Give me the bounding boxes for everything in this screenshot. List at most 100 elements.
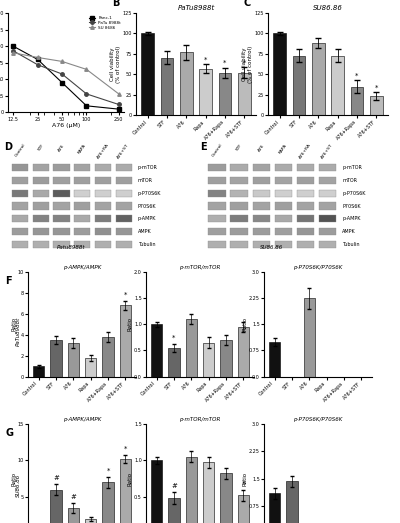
Text: p-AMPK: p-AMPK (138, 217, 156, 221)
Text: #: # (70, 494, 76, 500)
Bar (297, 202, 314, 210)
Bar (208, 202, 226, 210)
Bar (252, 177, 270, 184)
Bar (12, 190, 28, 197)
Bar (116, 190, 132, 197)
Text: E: E (200, 142, 207, 152)
Bar (220, 340, 232, 377)
Y-axis label: Ratio: Ratio (11, 471, 16, 486)
Bar (54, 202, 70, 210)
Bar (274, 164, 292, 171)
Bar (208, 228, 226, 235)
Text: AMPK: AMPK (138, 229, 151, 234)
Bar (252, 241, 270, 248)
Title: SU86.86: SU86.86 (313, 5, 343, 12)
Bar (168, 348, 180, 377)
Text: A76+ST: A76+ST (117, 143, 130, 160)
Bar (12, 228, 28, 235)
Bar (116, 215, 132, 222)
Text: *: * (204, 57, 207, 63)
Bar (161, 58, 173, 115)
Bar (120, 459, 131, 523)
Bar (54, 228, 70, 235)
Bar (74, 202, 90, 210)
Bar (50, 340, 62, 377)
Y-axis label: Cell viability
(% of control): Cell viability (% of control) (110, 46, 121, 83)
Y-axis label: Ratio: Ratio (242, 471, 248, 486)
Bar (116, 164, 132, 171)
Bar (319, 202, 336, 210)
Bar (54, 164, 70, 171)
Bar (54, 190, 70, 197)
Bar (33, 164, 49, 171)
Bar (95, 241, 111, 248)
Y-axis label: Ratio: Ratio (128, 471, 133, 486)
Text: p-mTOR: p-mTOR (342, 165, 362, 170)
Text: #: # (53, 475, 59, 481)
Text: mTOR: mTOR (138, 178, 153, 183)
Bar (102, 337, 114, 377)
Bar (12, 164, 28, 171)
Bar (297, 228, 314, 235)
Bar (274, 202, 292, 210)
Text: G: G (5, 428, 13, 438)
Bar (274, 33, 286, 115)
Bar (12, 202, 28, 210)
Text: *: * (374, 85, 378, 90)
Text: B: B (112, 0, 119, 8)
Text: A76: A76 (257, 143, 265, 152)
Bar (102, 482, 114, 523)
Bar (74, 164, 90, 171)
Bar (33, 241, 49, 248)
Bar (186, 457, 197, 523)
Text: *: * (124, 292, 127, 298)
Bar (116, 202, 132, 210)
Bar (319, 215, 336, 222)
Bar (274, 177, 292, 184)
Bar (168, 498, 180, 523)
Text: AMPK: AMPK (342, 229, 356, 234)
Bar (252, 164, 270, 171)
Bar (252, 202, 270, 210)
Bar (274, 215, 292, 222)
Bar (304, 298, 315, 377)
Text: PaTu8988t: PaTu8988t (16, 316, 20, 346)
Text: *: * (242, 481, 245, 487)
Bar (151, 324, 162, 377)
Bar (370, 96, 382, 115)
Bar (54, 241, 70, 248)
Bar (297, 215, 314, 222)
Text: A76: A76 (58, 143, 66, 152)
Bar (116, 228, 132, 235)
Bar (230, 228, 248, 235)
Text: p-AMPK: p-AMPK (342, 217, 361, 221)
Y-axis label: Ratio: Ratio (128, 317, 133, 332)
Bar (33, 228, 49, 235)
Bar (230, 190, 248, 197)
Text: *: * (242, 59, 246, 65)
Bar (286, 482, 298, 523)
Bar (238, 495, 249, 523)
Y-axis label: Ratio: Ratio (242, 317, 248, 332)
Bar (230, 164, 248, 171)
Bar (95, 215, 111, 222)
Text: p-P70S6K: p-P70S6K (138, 191, 161, 196)
Bar (186, 319, 197, 377)
Text: Tubulin: Tubulin (342, 242, 360, 247)
Bar (85, 358, 96, 377)
Text: A76+RA: A76+RA (96, 143, 110, 160)
Bar (274, 190, 292, 197)
Title: p-AMPK/AMPK: p-AMPK/AMPK (63, 265, 101, 270)
X-axis label: A76 (μM): A76 (μM) (52, 123, 80, 128)
Text: Control: Control (211, 143, 223, 158)
Text: *: * (172, 335, 176, 340)
Bar (74, 241, 90, 248)
Bar (252, 228, 270, 235)
Bar (238, 327, 249, 377)
Bar (331, 55, 344, 115)
Bar (33, 366, 44, 377)
Bar (74, 190, 90, 197)
Bar (297, 164, 314, 171)
Bar (319, 241, 336, 248)
Bar (33, 177, 49, 184)
